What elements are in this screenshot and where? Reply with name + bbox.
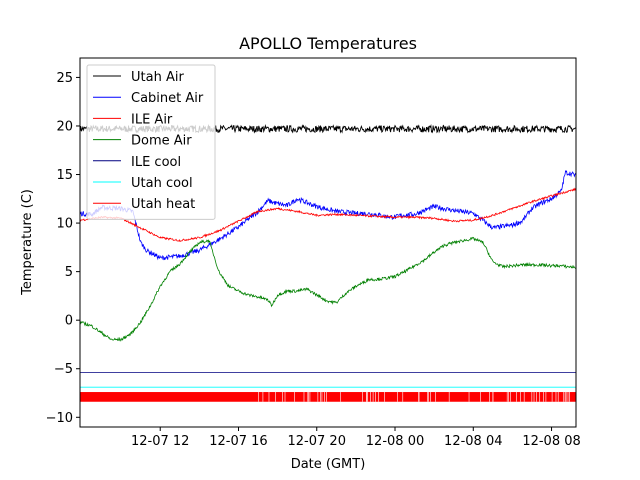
legend-label-ile-cool: ILE cool	[131, 155, 181, 170]
series-ile-air	[80, 187, 576, 242]
x-axis-label: Date (GMT)	[291, 457, 366, 472]
y-axis: −10 −5 0 5 10 15 20 25	[46, 71, 80, 426]
legend: Utah Air Cabinet Air ILE Air Dome Air ILE co…	[86, 64, 216, 220]
plot-frame	[79, 57, 577, 428]
y-tick-label: −10	[46, 411, 73, 426]
series-cabinet-air	[80, 169, 576, 261]
x-tick-label: 12-07 16	[209, 434, 267, 449]
legend-label-utah-air: Utah Air	[131, 70, 184, 85]
series-utah-heat	[80, 392, 576, 402]
y-tick-label: 15	[56, 168, 73, 183]
y-tick-label: 5	[65, 265, 73, 280]
y-tick-label: 25	[56, 71, 73, 86]
y-tick-label: 20	[56, 119, 73, 134]
x-tick-label: 12-08 00	[366, 434, 424, 449]
series-dome-air	[80, 236, 576, 342]
x-tick-label: 12-07 20	[288, 434, 346, 449]
y-tick-label: −5	[54, 362, 73, 377]
legend-label-utah-cool: Utah cool	[131, 176, 193, 191]
y-tick-label: 0	[65, 314, 73, 329]
x-tick-label: 12-07 12	[131, 434, 189, 449]
legend-box	[86, 64, 216, 220]
x-axis: 12-07 12 12-07 16 12-07 20 12-08 00 12-08 04…	[131, 427, 581, 449]
x-tick-label: 12-08 08	[522, 434, 580, 449]
legend-label-ile-air: ILE Air	[131, 112, 173, 127]
chart-title: APOLLO Temperatures	[239, 34, 417, 53]
x-tick-label: 12-08 04	[444, 434, 502, 449]
y-axis-label: Temperature (C)	[20, 189, 35, 296]
plot-area	[80, 124, 576, 402]
legend-label-dome-air: Dome Air	[131, 134, 192, 149]
series-utah-heat-band	[80, 392, 576, 402]
y-tick-label: 10	[56, 217, 73, 232]
legend-label-cabinet-air: Cabinet Air	[131, 91, 204, 106]
legend-label-utah-heat: Utah heat	[131, 197, 195, 212]
